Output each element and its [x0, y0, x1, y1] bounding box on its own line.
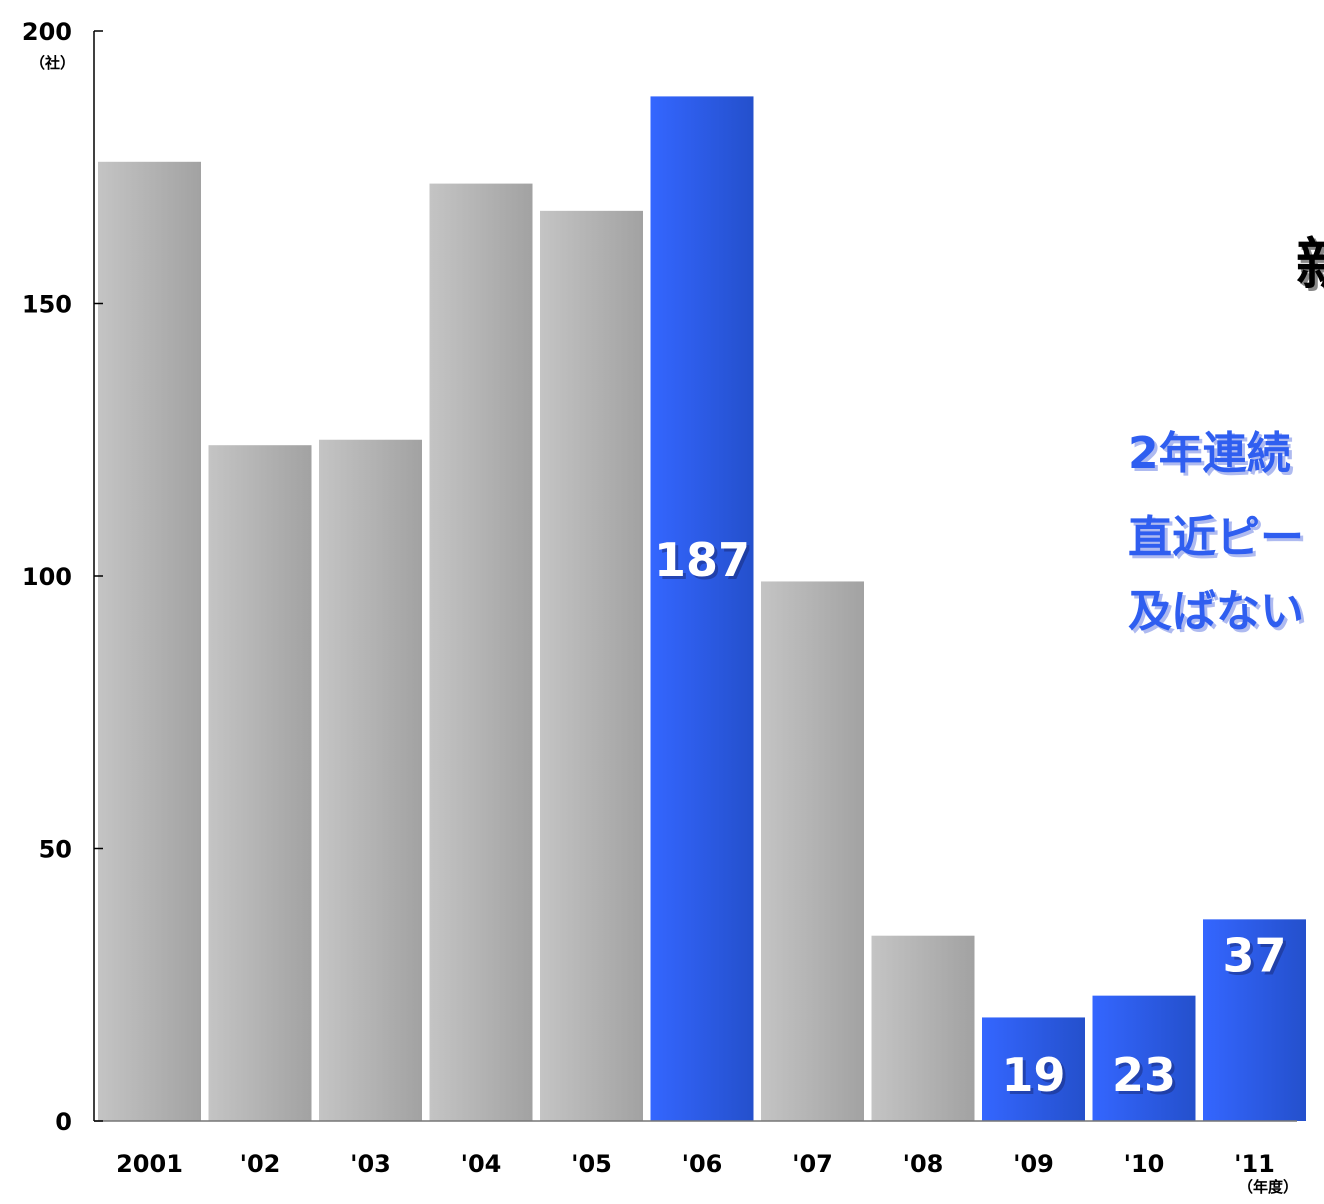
bar-7 [871, 935, 975, 1121]
x-tick-label-2: '03 [350, 1150, 391, 1178]
data-label-shadow-9: 23 [1115, 1051, 1179, 1105]
x-tick-label-7: '08 [903, 1150, 944, 1178]
data-label-8: 19 [1001, 1048, 1065, 1102]
data-label-shadow-8: 19 [1004, 1051, 1068, 1105]
annotation-headline: 新 [1296, 233, 1324, 298]
x-tick-label-8: '09 [1013, 1150, 1054, 1178]
bars [98, 96, 1306, 1122]
data-label-10: 37 [1222, 928, 1286, 982]
annotation-line-2: 直近ピー [1128, 512, 1304, 563]
data-label-5: 187 [654, 533, 750, 587]
bar-8 [982, 1017, 1085, 1121]
bar-2 [319, 439, 422, 1121]
data-label-shadow-5: 187 [657, 536, 753, 590]
bar-0 [98, 161, 201, 1122]
annotation-line-1: 2年連続 [1128, 428, 1291, 479]
bar-4 [540, 210, 643, 1122]
bar-9 [1092, 995, 1196, 1121]
bar-5 [650, 96, 754, 1121]
x-tick-label-3: '04 [461, 1150, 502, 1178]
x-tick-label-4: '05 [571, 1150, 612, 1178]
x-tick-label-1: '02 [240, 1150, 281, 1178]
y-axis-unit: （社） [30, 54, 76, 72]
annotation-line-3: 及ばない [1128, 586, 1304, 637]
y-tick-label-4: 200 [22, 18, 72, 46]
axes: 2001 '02 '03 '04 '05 '06 '07 '08 '09 '10 '11 0 50 100… [22, 18, 1297, 1178]
x-tick-label-0: 2001 [116, 1150, 183, 1178]
y-tick-label-0: 0 [55, 1108, 72, 1136]
y-tick-label-1: 50 [39, 836, 72, 864]
x-tick-label-10: '11 [1234, 1150, 1275, 1178]
x-tick-label-9: '10 [1124, 1150, 1165, 1178]
bar-6 [761, 581, 864, 1121]
y-tick-label-2: 100 [22, 563, 72, 591]
x-axis-unit: （年度） [1238, 1178, 1299, 1196]
data-label-shadow-10: 37 [1225, 931, 1289, 985]
bar-1 [208, 445, 312, 1121]
bar-10 [1203, 919, 1306, 1121]
y-tick-label-3: 150 [22, 291, 72, 319]
bar-3 [429, 183, 533, 1122]
data-label-9: 23 [1112, 1048, 1176, 1102]
x-tick-label-6: '07 [792, 1150, 833, 1178]
x-tick-label-5: '06 [682, 1150, 723, 1178]
